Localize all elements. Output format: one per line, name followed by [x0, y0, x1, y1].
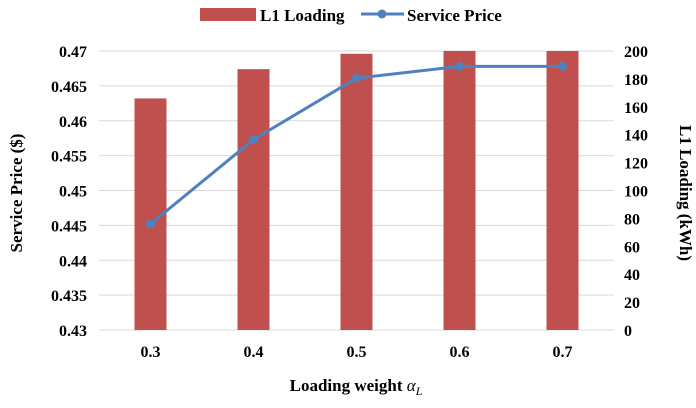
y-left-tick-0.445: 0.445	[51, 218, 87, 235]
y-left-tick-0.435: 0.435	[51, 288, 87, 305]
x-axis-title: Loading weight αL	[290, 376, 423, 398]
point-0.3	[146, 219, 155, 229]
x-axis-title-symbol: α	[407, 376, 417, 395]
bar-0.7	[546, 51, 579, 330]
bar-series-l1-loading	[134, 51, 579, 331]
point-0.5	[352, 73, 361, 83]
x-axis-title-text: Loading weight	[290, 376, 407, 395]
y-axis-left-ticks: 0.43 0.435 0.44 0.445 0.45 0.455 0.46 0.465 0.47	[51, 44, 87, 340]
y-right-tick-60: 60	[624, 239, 640, 256]
legend-swatch-l1-loading	[200, 8, 256, 21]
y-left-tick-0.43: 0.43	[59, 323, 87, 340]
y-right-tick-40: 40	[624, 267, 640, 284]
y-right-tick-100: 100	[624, 184, 648, 201]
y-right-tick-140: 140	[624, 128, 648, 145]
point-0.7	[558, 61, 567, 71]
y-axis-right-ticks: 0 20 40 60 80 100 120 140 160 180 200	[624, 44, 648, 340]
x-tick-0.7: 0.7	[553, 344, 573, 361]
y-right-tick-200: 200	[624, 44, 648, 61]
x-axis-ticks: 0.3 0.4 0.5 0.6 0.7	[141, 344, 573, 361]
y-left-tick-0.45: 0.45	[59, 184, 87, 201]
x-tick-0.3: 0.3	[141, 344, 161, 361]
y-left-tick-0.455: 0.455	[51, 149, 87, 166]
y-right-tick-0: 0	[624, 323, 632, 340]
y-left-tick-0.465: 0.465	[51, 79, 87, 96]
y-axis-right-title: L1 Loading (kWh)	[676, 125, 695, 261]
legend-label-l1-loading: L1 Loading	[260, 6, 345, 25]
x-tick-0.4: 0.4	[244, 344, 264, 361]
y-right-tick-160: 160	[624, 100, 648, 117]
legend: L1 Loading Service Price	[200, 6, 502, 25]
legend-label-service-price: Service Price	[407, 6, 502, 25]
x-tick-0.6: 0.6	[450, 344, 470, 361]
y-axis-left-title: Service Price ($)	[7, 134, 26, 253]
y-left-tick-0.46: 0.46	[59, 114, 87, 131]
x-axis-title-subscript: L	[415, 384, 423, 398]
bar-0.6	[443, 51, 476, 330]
y-right-tick-80: 80	[624, 211, 640, 228]
y-right-tick-20: 20	[624, 295, 640, 312]
y-right-tick-120: 120	[624, 156, 648, 173]
x-tick-0.5: 0.5	[347, 344, 367, 361]
legend-marker-service-price	[377, 9, 387, 19]
y-left-tick-0.44: 0.44	[59, 253, 87, 270]
bar-0.4	[237, 69, 270, 330]
y-left-tick-0.47: 0.47	[59, 44, 87, 61]
line-series-service-price	[146, 61, 567, 229]
bar-0.5	[340, 53, 373, 330]
y-right-tick-180: 180	[624, 72, 648, 89]
point-0.4	[249, 135, 258, 145]
point-0.6	[455, 61, 464, 71]
